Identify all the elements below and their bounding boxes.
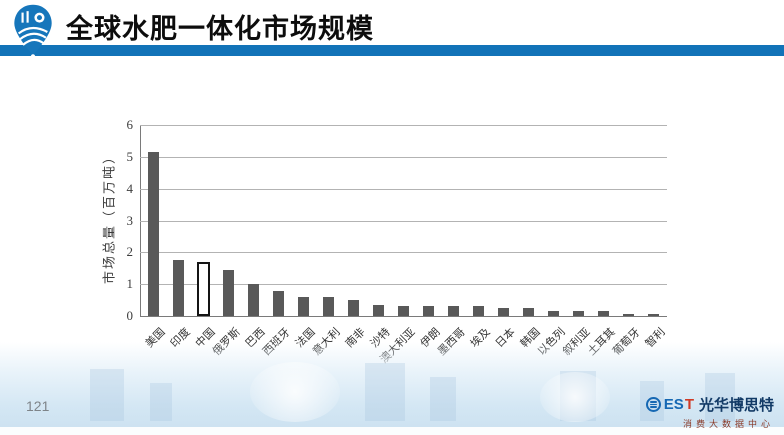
best-logo-icon (645, 397, 661, 412)
company-logo-pin-icon (14, 4, 52, 59)
bar-chart: 市场总量（百万吨） 0123456美国印度中国俄罗斯巴西西班牙法国意大利南非沙特… (85, 95, 705, 390)
bar-澳大利亚 (398, 306, 409, 316)
y-tick-label: 1 (126, 276, 134, 292)
bar-法国 (298, 297, 309, 316)
y-tick-label: 0 (126, 308, 134, 323)
bar-埃及 (473, 306, 484, 316)
bar-南非 (348, 300, 359, 316)
y-tick-label: 6 (126, 117, 134, 132)
bar-叙利亚 (573, 311, 584, 316)
gridline (140, 220, 667, 222)
page-title: 全球水肥一体化市场规模 (66, 14, 374, 44)
bottom-strip (0, 427, 784, 435)
bar-墨西哥 (448, 306, 459, 316)
page-number: 121 (26, 398, 50, 414)
y-tick-label: 2 (126, 244, 134, 260)
y-tick-label: 4 (126, 180, 134, 196)
brand-est-text: ES (663, 396, 684, 413)
brand-logo: ES T 光华博思特 消费大数据中心 (645, 394, 774, 430)
y-tick-label: 3 (126, 212, 134, 228)
bar-巴西 (248, 284, 259, 316)
y-tick-label: 5 (126, 148, 134, 164)
bar-美国 (148, 152, 159, 316)
gridline (140, 284, 667, 286)
brand-t-text: T (684, 396, 694, 413)
bar-意大利 (323, 297, 334, 316)
bar-中国 (197, 262, 210, 316)
bar-韩国 (523, 308, 534, 316)
bar-伊朗 (423, 306, 434, 316)
brand-subtitle: 消费大数据中心 (682, 419, 774, 429)
bar-俄罗斯 (223, 270, 234, 316)
bar-以色列 (548, 311, 559, 316)
chart-plot-area: 市场总量（百万吨） 0123456美国印度中国俄罗斯巴西西班牙法国意大利南非沙特… (85, 95, 705, 390)
bar-印度 (173, 260, 184, 316)
bar-土耳其 (598, 311, 609, 316)
cityscape-background (0, 342, 784, 427)
bar-西班牙 (273, 291, 284, 316)
gridline (140, 156, 667, 158)
bar-葡萄牙 (623, 314, 634, 316)
gridline (140, 188, 667, 190)
brand-name: 光华博思特 (698, 397, 774, 414)
bar-日本 (498, 308, 509, 316)
bar-沙特 (373, 305, 384, 316)
gridline (140, 125, 667, 126)
gridline (140, 252, 667, 254)
x-axis-line (140, 316, 667, 317)
bar-智利 (648, 314, 659, 316)
header-accent-bar (0, 45, 784, 56)
